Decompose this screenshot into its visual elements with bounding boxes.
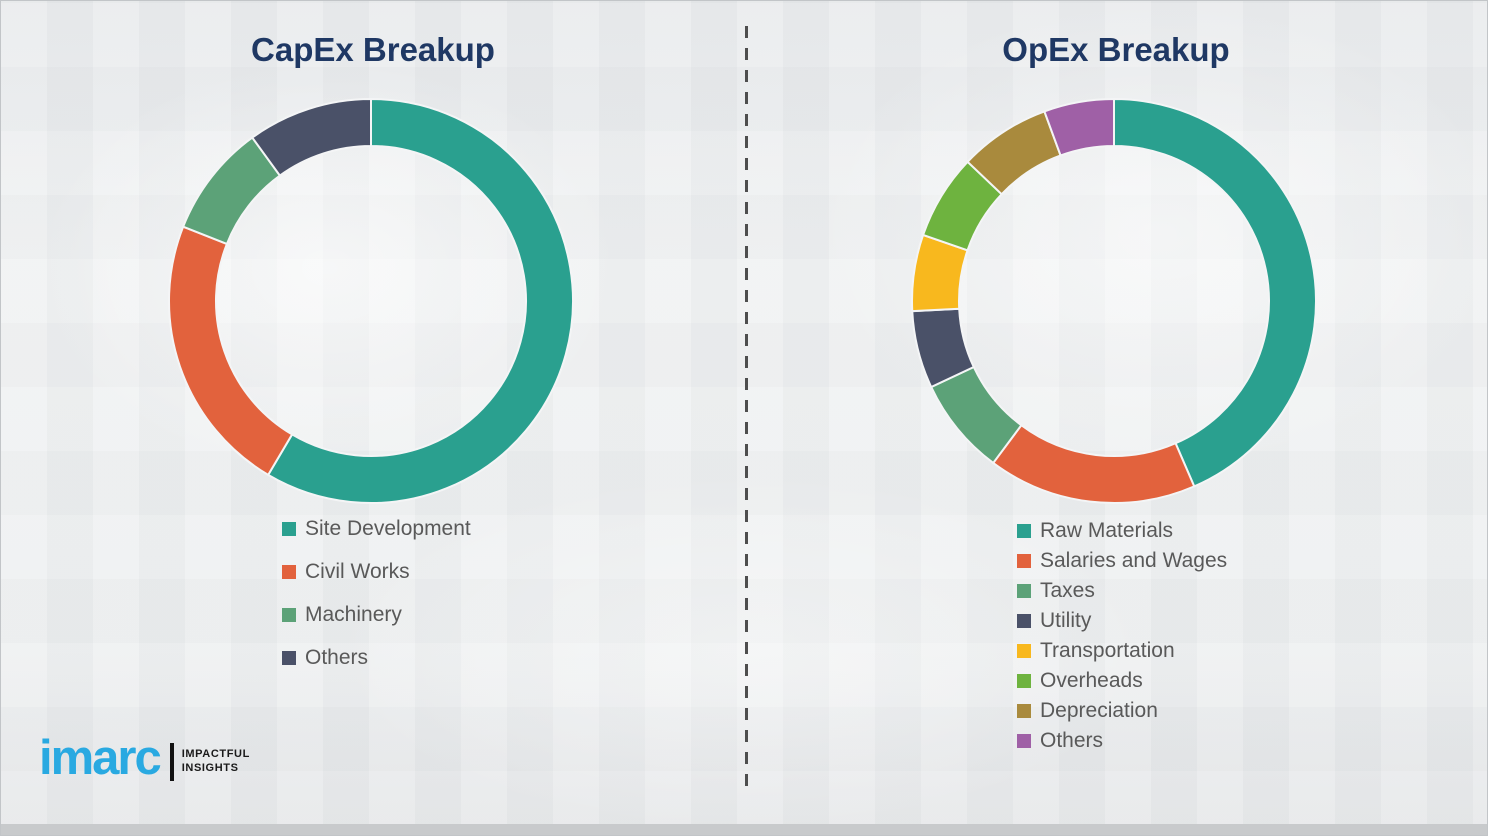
imarc-logo-tagline: IMPACTFUL INSIGHTS	[182, 748, 250, 776]
legend-item-depreciation: Depreciation	[1017, 699, 1227, 723]
legend-swatch-depreciation	[1017, 704, 1031, 718]
legend-label: Utility	[1040, 609, 1092, 632]
legend-swatch-others	[1017, 734, 1031, 748]
imarc-logo-separator	[169, 742, 174, 781]
imarc-logo: imarc IMPACTFUL INSIGHTS	[39, 731, 250, 786]
donut-segment-site-development	[266, 97, 574, 504]
donut-segment-civil-works	[168, 225, 294, 477]
capex-donut-chart	[168, 97, 574, 504]
legend-swatch-overheads	[1017, 674, 1031, 688]
opex-donut-chart	[911, 97, 1318, 505]
imarc-logo-wordmark: imarc	[39, 731, 162, 785]
legend-item-taxes: Taxes	[1017, 579, 1227, 603]
legend-label: Taxes	[1040, 579, 1095, 602]
donut-segment-raw-materials	[1113, 97, 1318, 488]
legend-item-civil-works: Civil Works	[282, 560, 471, 584]
legend-label: Others	[305, 646, 369, 669]
legend-label: Others	[1040, 729, 1104, 752]
legend-item-utility: Utility	[1017, 609, 1227, 633]
legend-item-transportation: Transportation	[1017, 639, 1227, 663]
legend-label: Site Development	[305, 517, 471, 540]
legend-item-salaries-and-wages: Salaries and Wages	[1017, 549, 1227, 573]
imarc-tagline-line2: INSIGHTS	[181, 761, 239, 774]
capex-legend: Site Development Civil Works Machinery Othe…	[282, 517, 471, 670]
legend-label: Transportation	[1040, 639, 1175, 662]
legend-label: Overheads	[1040, 669, 1143, 692]
donut-segment-others	[250, 97, 372, 177]
legend-swatch-transportation	[1017, 644, 1031, 658]
panel-divider	[745, 26, 748, 792]
legend-label: Raw Materials	[1040, 519, 1174, 542]
donut-segment-others	[1043, 97, 1115, 157]
bottom-edge-strip	[1, 824, 1487, 835]
legend-label: Depreciation	[1040, 699, 1158, 722]
imarc-tagline-line1: IMPACTFUL	[181, 747, 250, 760]
legend-item-machinery: Machinery	[282, 603, 471, 627]
legend-item-overheads: Overheads	[1017, 669, 1227, 693]
legend-item-others: Others	[282, 646, 471, 670]
legend-swatch-taxes	[1017, 584, 1031, 598]
legend-item-site-development: Site Development	[282, 517, 471, 541]
donut-segment-salaries-and-wages	[991, 423, 1196, 505]
legend-swatch-utility	[1017, 614, 1031, 628]
legend-item-others: Others	[1017, 729, 1227, 753]
opex-legend: Raw Materials Salaries and Wages Taxes Util…	[1017, 519, 1227, 753]
legend-label: Machinery	[305, 603, 402, 626]
legend-swatch-raw-materials	[1017, 524, 1031, 538]
legend-item-raw-materials: Raw Materials	[1017, 519, 1227, 543]
legend-swatch-civil-works	[282, 565, 296, 579]
legend-swatch-salaries-and-wages	[1017, 554, 1031, 568]
legend-swatch-site-development	[282, 522, 296, 536]
capex-chart-title: CapEx Breakup	[251, 31, 495, 68]
legend-label: Civil Works	[305, 560, 410, 583]
legend-swatch-machinery	[282, 608, 296, 622]
legend-label: Salaries and Wages	[1040, 549, 1228, 572]
opex-chart-title: OpEx Breakup	[1002, 31, 1230, 68]
legend-swatch-others	[282, 651, 296, 665]
